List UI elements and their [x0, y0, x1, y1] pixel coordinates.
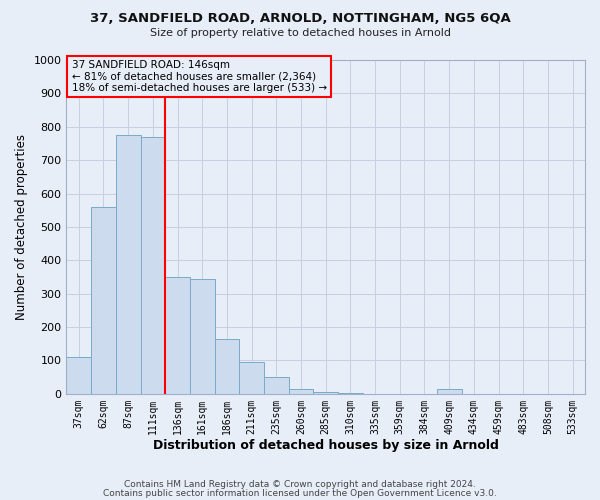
- Bar: [289, 389, 313, 394]
- Text: Size of property relative to detached houses in Arnold: Size of property relative to detached ho…: [149, 28, 451, 38]
- Bar: [215, 339, 239, 394]
- Bar: [338, 393, 363, 394]
- Bar: [91, 207, 116, 394]
- Bar: [190, 278, 215, 394]
- Y-axis label: Number of detached properties: Number of detached properties: [15, 134, 28, 320]
- Text: Contains public sector information licensed under the Open Government Licence v3: Contains public sector information licen…: [103, 490, 497, 498]
- Bar: [165, 277, 190, 394]
- X-axis label: Distribution of detached houses by size in Arnold: Distribution of detached houses by size …: [153, 440, 499, 452]
- Text: 37 SANDFIELD ROAD: 146sqm
← 81% of detached houses are smaller (2,364)
18% of se: 37 SANDFIELD ROAD: 146sqm ← 81% of detac…: [71, 60, 327, 93]
- Bar: [313, 392, 338, 394]
- Text: 37, SANDFIELD ROAD, ARNOLD, NOTTINGHAM, NG5 6QA: 37, SANDFIELD ROAD, ARNOLD, NOTTINGHAM, …: [89, 12, 511, 26]
- Bar: [264, 377, 289, 394]
- Bar: [239, 362, 264, 394]
- Bar: [437, 389, 461, 394]
- Text: Contains HM Land Registry data © Crown copyright and database right 2024.: Contains HM Land Registry data © Crown c…: [124, 480, 476, 489]
- Bar: [116, 135, 140, 394]
- Bar: [140, 137, 165, 394]
- Bar: [67, 357, 91, 394]
